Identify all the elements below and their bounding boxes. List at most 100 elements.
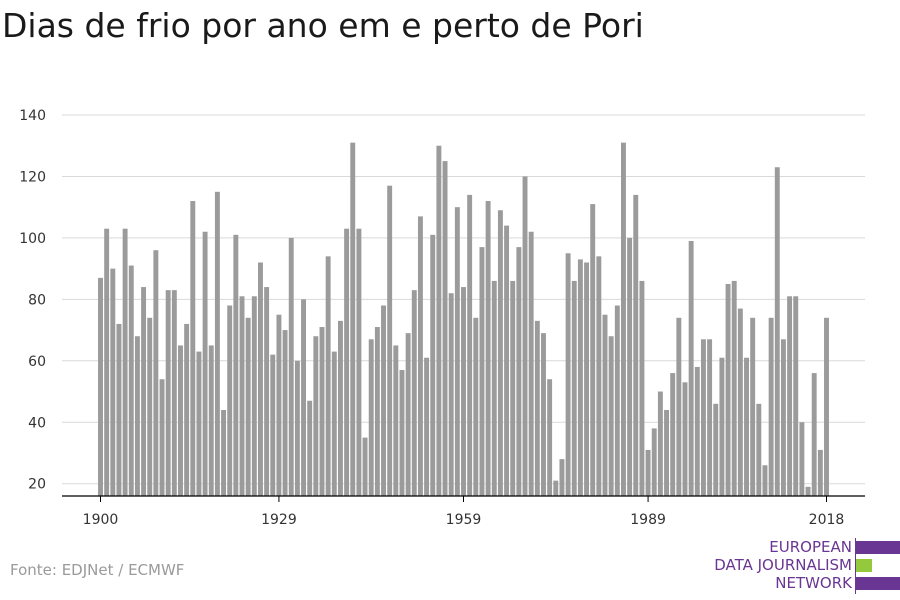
x-tick-label-1929: 1929	[261, 512, 297, 528]
bar-1996	[688, 240, 694, 496]
x-tick-label-1959: 1959	[446, 512, 482, 528]
logo-text-european: EUROPEAN	[769, 538, 852, 556]
bar-1979	[584, 262, 590, 496]
bar-1977	[571, 280, 577, 496]
y-tick-label-40: 40	[28, 415, 46, 431]
bar-1923	[239, 296, 245, 496]
bar-2010	[774, 167, 780, 496]
x-tick-label-1900: 1900	[83, 512, 119, 528]
bar-1964	[491, 280, 497, 496]
bar-2017	[817, 449, 823, 496]
bar-1904	[122, 228, 128, 496]
bar-1983	[608, 336, 614, 496]
edjnet-logo[interactable]: EUROPEAN DATA JOURNALISM NETWORK	[700, 538, 900, 594]
bar-1902	[110, 268, 116, 496]
bar-1969	[522, 176, 528, 497]
bar-2018	[824, 317, 829, 496]
y-tick-label-20: 20	[28, 477, 46, 493]
logo-bar-bottom	[856, 577, 900, 590]
bar-2012	[787, 296, 793, 496]
bar-1951	[411, 290, 417, 496]
bar-1982	[602, 314, 608, 496]
bar-2004	[737, 308, 743, 496]
bar-1903	[116, 323, 122, 496]
bar-1946	[381, 305, 386, 496]
bar-1907	[141, 287, 147, 496]
bar-2008	[762, 465, 768, 496]
bar-1928	[270, 354, 276, 496]
bar-1938	[331, 351, 337, 496]
bar-1906	[134, 336, 140, 496]
bar-chart: 20 40 60 80 100 120 140 1900 1929 1959 1989 2018	[19, 108, 865, 528]
bar-1933	[301, 299, 306, 496]
bar-1942	[356, 228, 362, 496]
bar-1973	[547, 379, 553, 496]
bar-1954	[430, 234, 436, 497]
bar-1953	[424, 357, 430, 496]
bar-1922	[233, 234, 239, 497]
bar-1980	[590, 204, 596, 496]
bar-1949	[399, 370, 405, 496]
bar-1917	[202, 231, 208, 497]
bar-1914	[184, 323, 190, 496]
bar-1997	[694, 366, 700, 496]
logo-text-data-journalism: DATA JOURNALISM	[714, 556, 852, 574]
bar-1916	[196, 351, 202, 496]
logo-rule	[855, 538, 856, 594]
logo-bar-top	[856, 541, 900, 554]
logo-bar-middle	[856, 559, 872, 572]
bar-1950	[405, 333, 411, 496]
bar-1910	[159, 379, 165, 496]
bar-1915	[190, 201, 196, 496]
bar-1988	[639, 280, 645, 496]
bar-1932	[294, 360, 300, 496]
bar-1920	[221, 409, 227, 496]
bar-1968	[516, 247, 522, 496]
bar-1901	[104, 228, 110, 496]
x-tick-label-2018: 2018	[809, 512, 845, 528]
bar-1981	[596, 256, 602, 496]
bar-1978	[577, 259, 583, 496]
bar-2006	[750, 317, 756, 496]
x-axis-ticks: 1900 1929 1959 1989 2018	[83, 496, 845, 528]
bar-1925	[251, 296, 257, 496]
chart-title: Dias de frio por ano em e perto de Pori	[2, 6, 644, 45]
bar-1911	[165, 290, 171, 496]
bar-1971	[534, 320, 540, 496]
bar-1924	[245, 317, 251, 496]
bar-1947	[387, 185, 393, 496]
bar-1934	[307, 400, 313, 496]
bar-1952	[417, 216, 423, 497]
bar-1962	[479, 247, 485, 496]
bar-2011	[780, 339, 786, 496]
bar-1955	[436, 145, 442, 496]
bar-1908	[147, 317, 153, 496]
bar-1991	[657, 391, 663, 496]
bar-1970	[528, 231, 534, 497]
bar-1986	[627, 237, 633, 496]
bar-1900	[98, 277, 103, 496]
bar-1956	[442, 161, 448, 496]
bar-1945	[374, 327, 380, 496]
y-tick-label-140: 140	[19, 108, 46, 124]
bar-1961	[473, 317, 479, 496]
bar-1940	[344, 228, 350, 496]
bar-1936	[319, 327, 325, 496]
y-tick-label-120: 120	[19, 169, 46, 185]
bar-1993	[670, 373, 676, 496]
bar-1930	[282, 330, 288, 496]
bar-1919	[214, 191, 220, 496]
bar-2007	[756, 403, 762, 496]
bar-1972	[541, 333, 546, 496]
bar-2015	[805, 486, 811, 496]
bar-1935	[313, 336, 319, 496]
bar-1960	[467, 194, 473, 497]
logo-text-network: NETWORK	[775, 574, 852, 592]
bar-1909	[153, 250, 159, 496]
bar-1974	[553, 480, 559, 496]
bar-1926	[258, 262, 263, 496]
bar-1966	[504, 225, 510, 496]
bar-1921	[227, 305, 233, 496]
bar-1927	[264, 287, 270, 496]
bar-1987	[633, 194, 639, 497]
